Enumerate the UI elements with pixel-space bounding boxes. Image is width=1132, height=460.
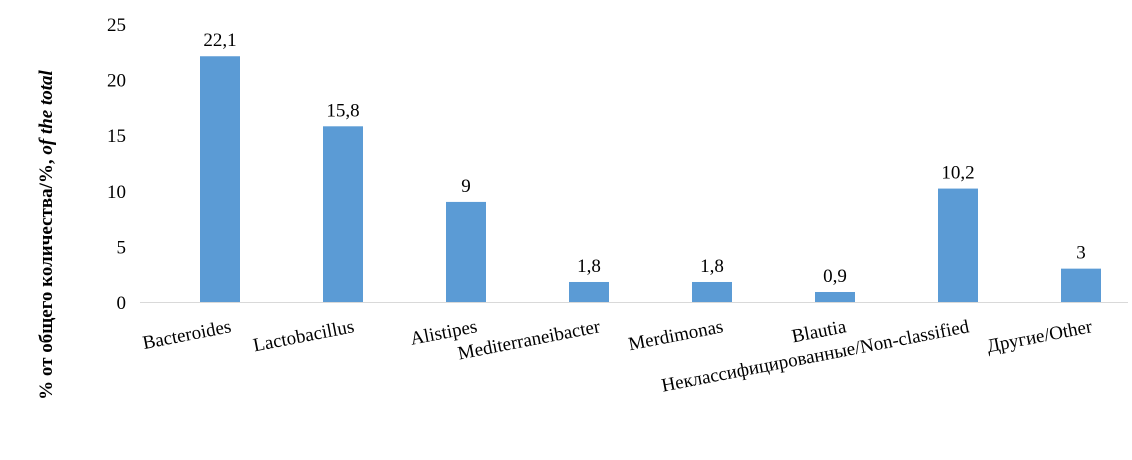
bars bbox=[200, 56, 1101, 302]
bar bbox=[815, 291, 855, 302]
bar bbox=[446, 201, 486, 302]
data-label: 1,8 bbox=[577, 256, 601, 277]
y-axis-ticks: 0 5 10 15 20 25 bbox=[107, 15, 126, 314]
data-label: 1,8 bbox=[700, 256, 724, 277]
category-label: Bacteroides bbox=[141, 316, 233, 354]
category-label: Другие/Other bbox=[985, 316, 1094, 357]
data-labels: 22,1 15,8 9 1,8 1,8 0,9 10,2 3 bbox=[203, 30, 1085, 287]
y-tick-label: 0 bbox=[117, 293, 127, 314]
data-label: 0,9 bbox=[823, 266, 847, 287]
y-tick-label: 25 bbox=[107, 15, 126, 36]
bar bbox=[200, 56, 240, 302]
y-axis-title: % от общего количества/%, of the total bbox=[36, 69, 57, 399]
bar bbox=[323, 126, 363, 302]
y-tick-label: 15 bbox=[107, 126, 126, 147]
data-label: 9 bbox=[461, 176, 471, 197]
data-label: 10,2 bbox=[941, 163, 974, 184]
bar bbox=[938, 188, 978, 302]
category-label: Lactobacillus bbox=[251, 316, 355, 356]
category-label: Mediterraneibacter bbox=[456, 316, 603, 364]
y-axis-title-plain: % от общего количества/%, bbox=[36, 155, 57, 400]
category-labels: Bacteroides Lactobacillus AlistipesMediter… bbox=[141, 316, 1095, 396]
data-label: 15,8 bbox=[326, 100, 359, 121]
svg-text:% от общего количества/%, of t: % от общего количества/%, of the total bbox=[36, 69, 57, 399]
y-tick-label: 10 bbox=[107, 182, 126, 203]
data-label: 3 bbox=[1076, 243, 1086, 264]
y-tick-label: 5 bbox=[117, 237, 127, 258]
bar bbox=[692, 281, 732, 302]
bar bbox=[569, 281, 609, 302]
data-label: 22,1 bbox=[203, 30, 236, 51]
y-axis-title-italic: of the total bbox=[36, 69, 57, 154]
category-label: Merdimonas bbox=[627, 316, 725, 355]
y-tick-label: 20 bbox=[107, 71, 126, 92]
bar bbox=[1061, 268, 1101, 302]
